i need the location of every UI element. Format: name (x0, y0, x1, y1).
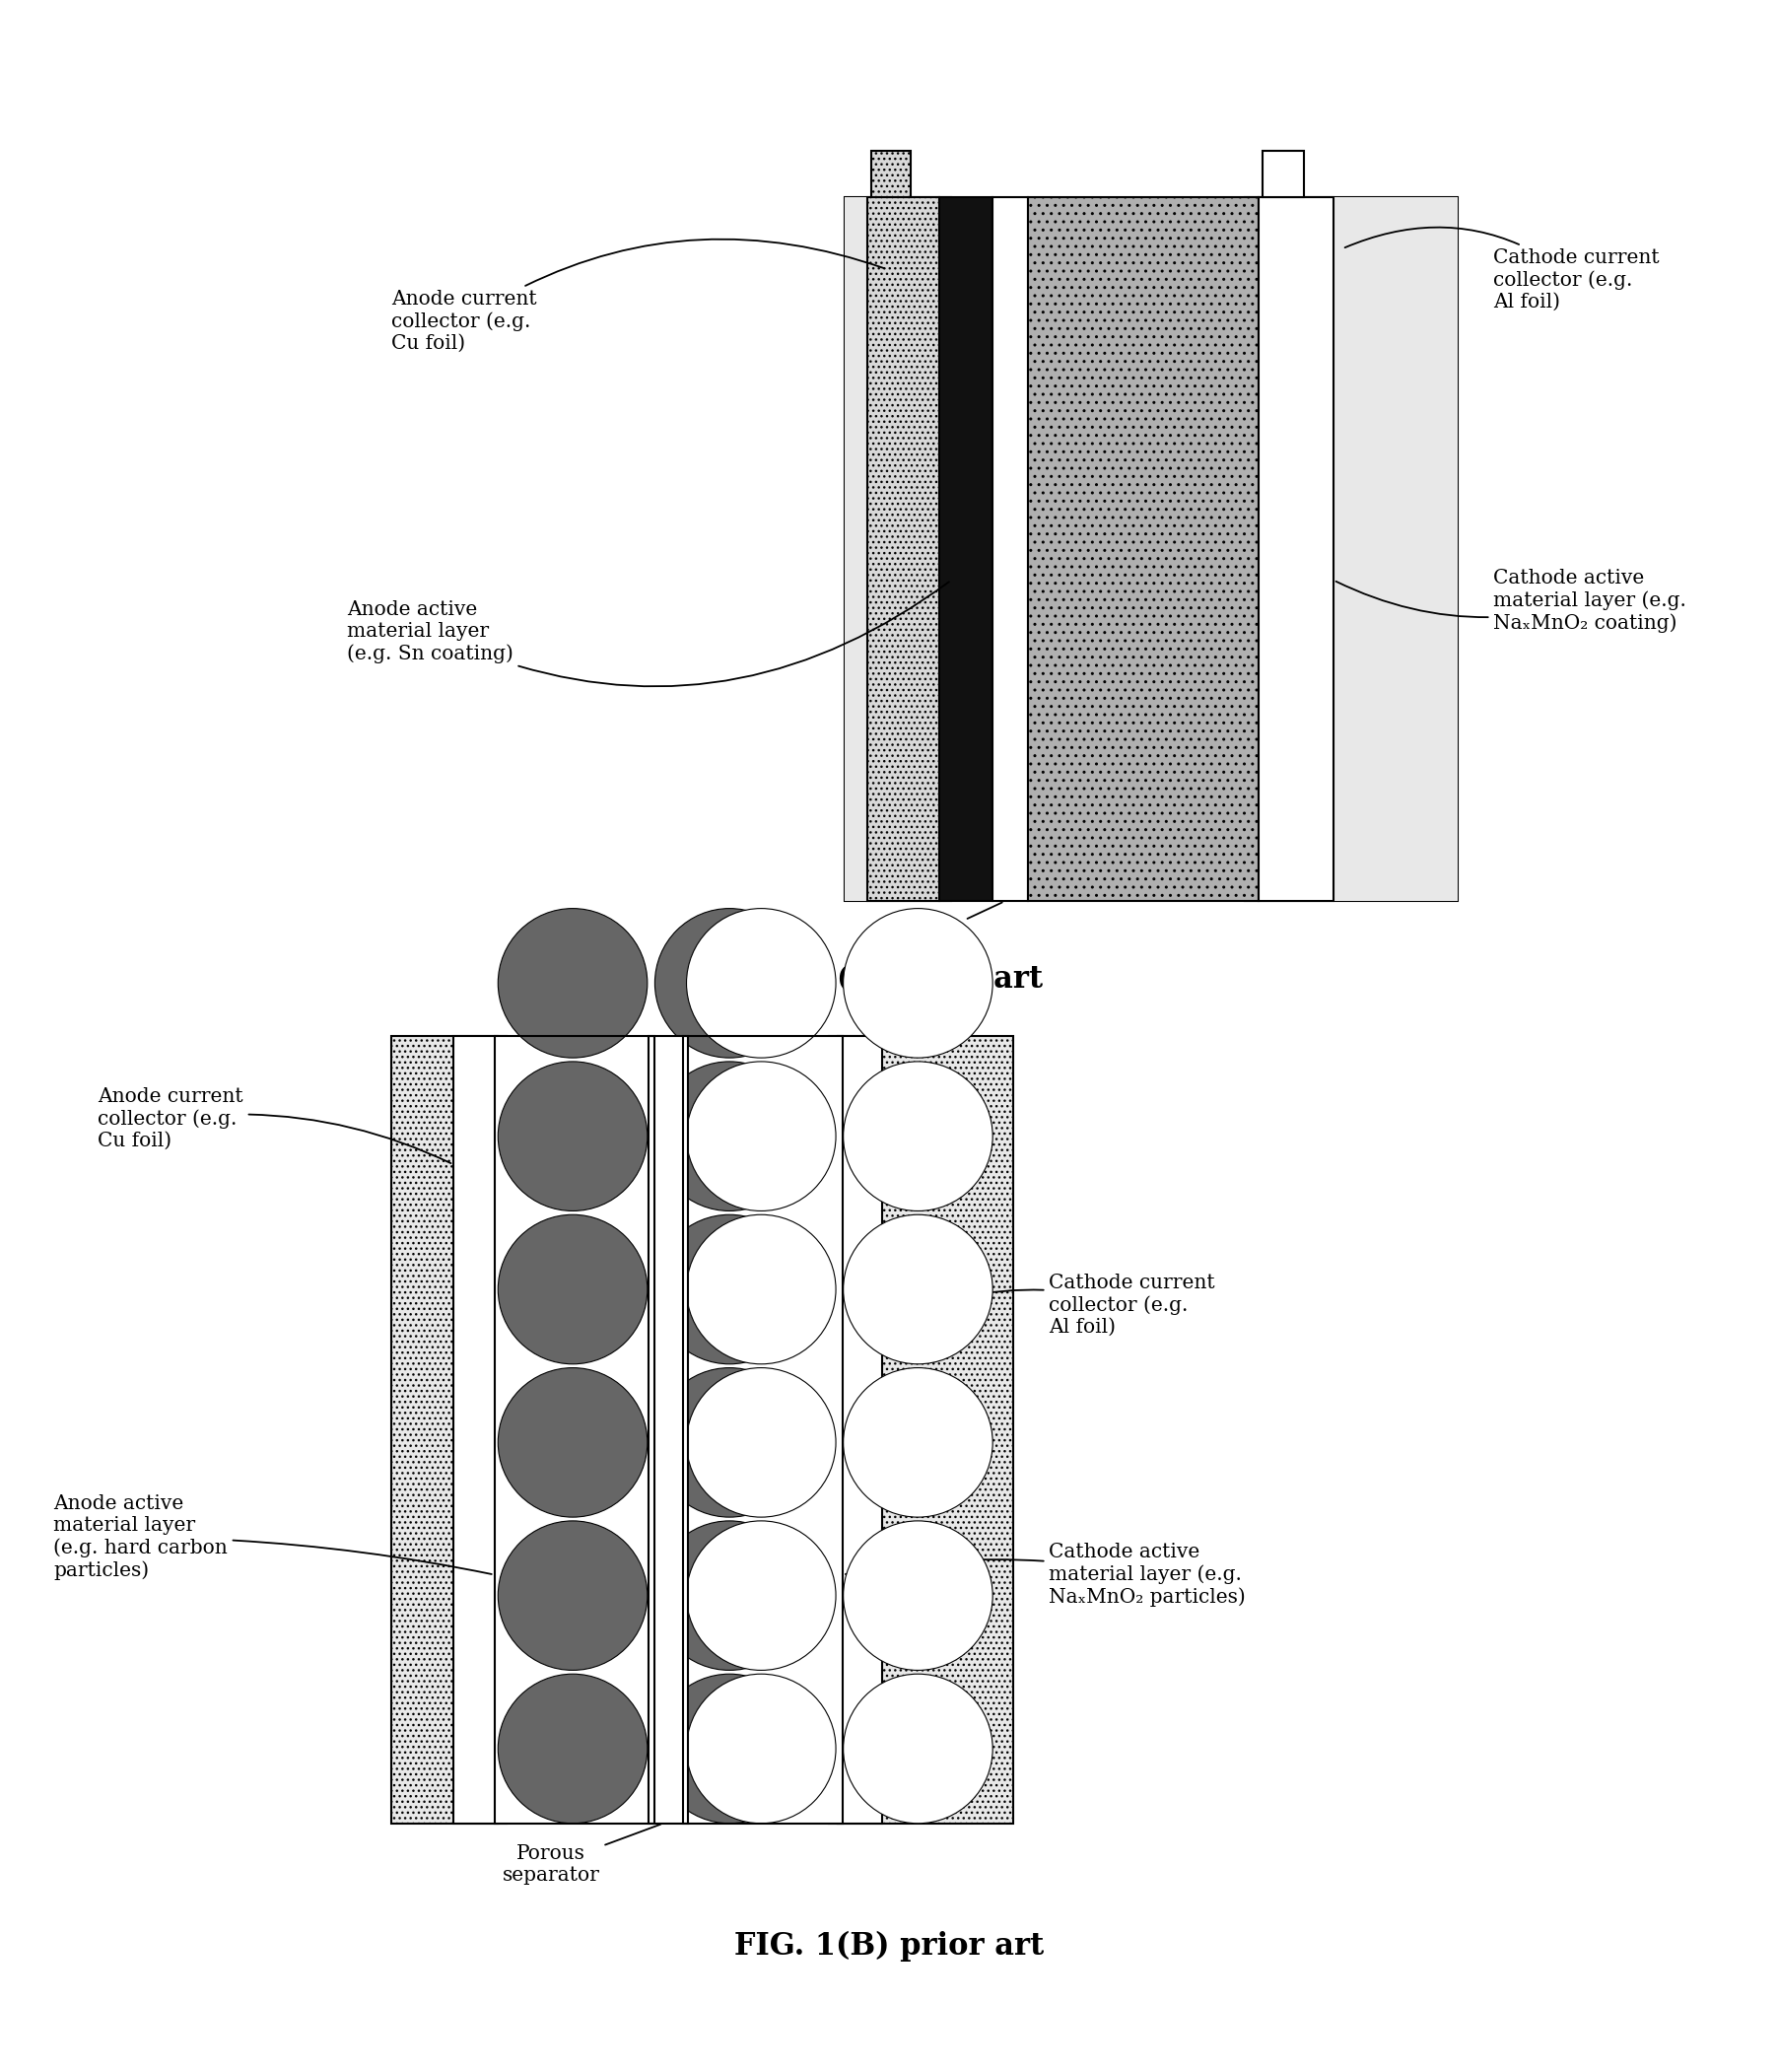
Ellipse shape (686, 1674, 836, 1823)
Text: Anode active
material layer
(e.g. hard carbon
particles): Anode active material layer (e.g. hard c… (53, 1494, 491, 1581)
Text: FIG. 1(A) prior art: FIG. 1(A) prior art (734, 963, 1044, 995)
Ellipse shape (843, 1674, 992, 1823)
Ellipse shape (843, 1214, 992, 1363)
Ellipse shape (498, 1368, 647, 1517)
Ellipse shape (686, 1061, 836, 1210)
Bar (992, 197, 1028, 901)
Ellipse shape (686, 908, 836, 1059)
Bar (1245, 197, 1458, 901)
Ellipse shape (498, 908, 647, 1059)
Bar (1259, 197, 1334, 901)
Bar (683, 1036, 843, 1823)
Ellipse shape (843, 1061, 992, 1210)
Ellipse shape (686, 1214, 836, 1363)
Bar (871, 151, 910, 197)
Ellipse shape (654, 1214, 804, 1363)
Ellipse shape (686, 1368, 836, 1517)
Bar (845, 197, 951, 901)
Bar (845, 197, 951, 901)
Text: Cathode current
collector (e.g.
Al foil): Cathode current collector (e.g. Al foil) (885, 1274, 1214, 1336)
Text: Anode current
collector (e.g.
Cu foil): Anode current collector (e.g. Cu foil) (98, 1088, 452, 1162)
Ellipse shape (843, 1368, 992, 1517)
Ellipse shape (654, 1061, 804, 1210)
Ellipse shape (843, 908, 992, 1059)
Bar (837, 1036, 882, 1823)
Ellipse shape (654, 1674, 804, 1823)
Ellipse shape (654, 1368, 804, 1517)
Bar (494, 1036, 654, 1823)
Bar (494, 1036, 654, 1823)
Bar (868, 197, 939, 901)
Text: Anode active
material layer
(e.g. Sn coating): Anode active material layer (e.g. Sn coa… (347, 582, 949, 686)
Bar (829, 1036, 1013, 1823)
Text: Cathode active
material layer (e.g.
NaₓMnO₂ coating): Cathode active material layer (e.g. NaₓM… (1335, 570, 1687, 632)
Bar (391, 1036, 507, 1823)
Text: Porous
separator: Porous separator (503, 1823, 661, 1886)
Text: Porous
separator: Porous separator (868, 903, 1003, 963)
Ellipse shape (843, 1521, 992, 1670)
Bar (683, 1036, 843, 1823)
Ellipse shape (498, 1061, 647, 1210)
Bar (1245, 197, 1458, 901)
Ellipse shape (654, 908, 804, 1059)
Text: FIG. 1(B) prior art: FIG. 1(B) prior art (734, 1931, 1044, 1962)
Text: Cathode current
collector (e.g.
Al foil): Cathode current collector (e.g. Al foil) (1344, 228, 1659, 311)
Bar (453, 1036, 498, 1823)
Text: Cathode active
material layer (e.g.
NaₓMnO₂ particles): Cathode active material layer (e.g. NaₓM… (846, 1544, 1246, 1606)
Bar (649, 1036, 688, 1823)
Ellipse shape (498, 1521, 647, 1670)
Ellipse shape (498, 1674, 647, 1823)
Ellipse shape (498, 1214, 647, 1363)
Bar (1028, 197, 1259, 901)
Bar (939, 197, 992, 901)
Ellipse shape (686, 1521, 836, 1670)
Ellipse shape (654, 1521, 804, 1670)
Text: Anode current
collector (e.g.
Cu foil): Anode current collector (e.g. Cu foil) (391, 238, 885, 352)
Bar (1262, 151, 1303, 197)
